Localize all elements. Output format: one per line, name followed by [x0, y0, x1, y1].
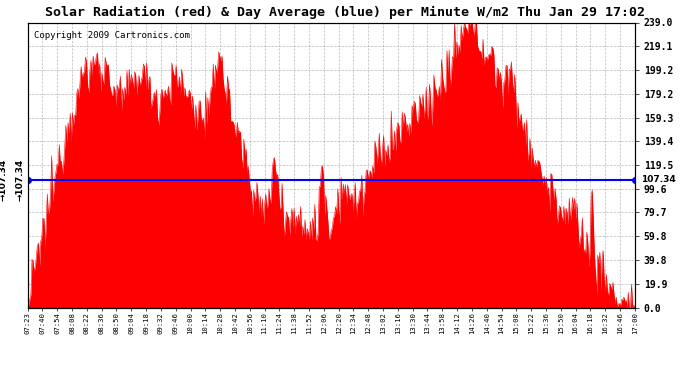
- Text: 107.34: 107.34: [641, 175, 676, 184]
- Text: Copyright 2009 Cartronics.com: Copyright 2009 Cartronics.com: [34, 31, 190, 40]
- Text: Solar Radiation (red) & Day Average (blue) per Minute W/m2 Thu Jan 29 17:02: Solar Radiation (red) & Day Average (blu…: [45, 6, 645, 19]
- Text: →107.34: →107.34: [0, 158, 8, 201]
- Text: →107.34: →107.34: [16, 158, 25, 201]
